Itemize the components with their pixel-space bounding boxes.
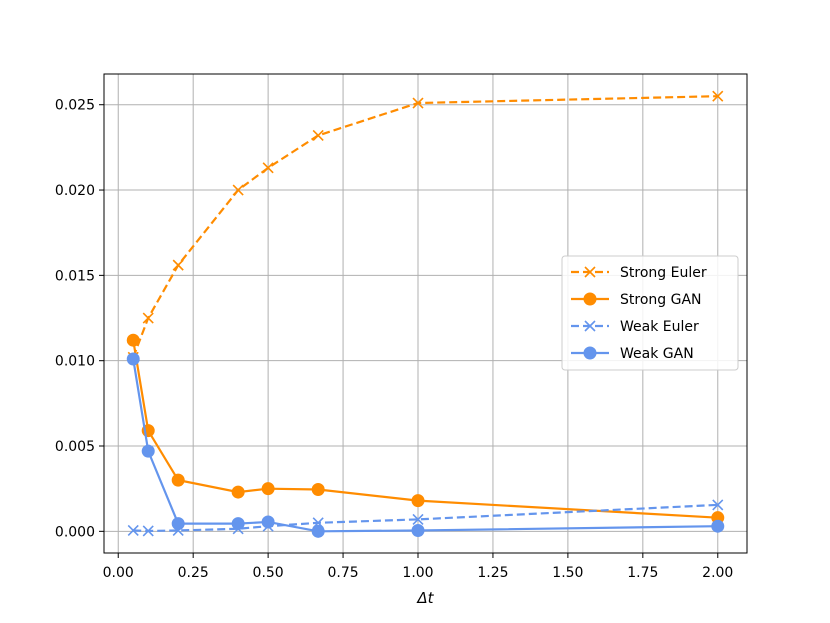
legend-item-strong-gan: Strong GAN: [571, 292, 702, 308]
data-point-weak-gan: [711, 519, 725, 533]
series-line-weak-euler: [133, 503, 718, 533]
x-tick-label: 1.25: [477, 565, 508, 581]
data-point-strong-euler: [262, 162, 274, 174]
data-point-weak-euler: [712, 499, 724, 511]
y-tick-label: 0.005: [55, 439, 95, 455]
data-point-weak-gan: [141, 444, 155, 458]
x-tick-label: 1.50: [552, 565, 583, 581]
data-point-weak-gan: [311, 524, 325, 538]
y-tick-label: 0.025: [55, 98, 95, 114]
legend-label: Strong Euler: [620, 265, 707, 281]
y-tick-label: 0.000: [55, 524, 95, 540]
x-axis-title: Δt: [416, 589, 434, 607]
x-tick-label: 1.00: [402, 565, 433, 581]
legend: Strong Euler Strong GAN Weak Euler Weak GAN: [561, 255, 739, 371]
legend-item-strong-euler: Strong Euler: [571, 265, 707, 281]
data-point-weak-gan: [261, 515, 275, 529]
legend-label: Weak Euler: [620, 319, 699, 335]
ticks: 0.00 0.25 0.50 0.75 1.00 1.25 1.50 1.75 2.00 0.00…: [55, 98, 733, 581]
series-strong-gan: [126, 333, 725, 525]
x-tick-label: 2.00: [702, 565, 733, 581]
legend-box: [561, 255, 739, 371]
data-point-weak-euler: [412, 513, 424, 525]
legend-item-weak-euler: Weak Euler: [571, 319, 699, 335]
legend-marker: [583, 292, 597, 306]
series-line-strong-gan: [132, 340, 718, 519]
y-tick-label: 0.020: [55, 183, 95, 199]
series-line-strong-euler: [132, 95, 718, 358]
data-point-strong-gan: [231, 485, 245, 499]
data-point-strong-gan: [171, 473, 185, 487]
data-point-weak-gan: [171, 517, 185, 531]
data-point-strong-euler: [172, 259, 184, 271]
data-point-strong-euler: [312, 129, 324, 141]
data-point-weak-gan: [126, 352, 140, 366]
legend-item-weak-gan: Weak GAN: [571, 346, 694, 362]
y-tick-label: 0.010: [55, 354, 95, 370]
legend-label: Weak GAN: [620, 346, 694, 362]
series-line-weak-gan: [132, 358, 718, 533]
x-tick-label: 0.75: [327, 565, 358, 581]
data-point-weak-gan: [411, 523, 425, 537]
legend-label: Strong GAN: [620, 292, 702, 308]
series-layer: [126, 90, 725, 538]
x-tick-label: 0.50: [253, 565, 284, 581]
series-weak-gan: [126, 352, 725, 538]
data-point-weak-gan: [231, 517, 245, 531]
data-point-strong-gan: [311, 483, 325, 497]
y-tick-label: 0.015: [55, 268, 95, 284]
data-point-strong-euler: [232, 184, 244, 196]
legend-marker: [584, 266, 596, 278]
data-point-strong-gan: [261, 482, 275, 496]
data-point-strong-gan: [411, 494, 425, 508]
data-point-strong-gan: [126, 333, 140, 347]
data-point-strong-euler: [712, 90, 724, 102]
legend-marker: [584, 320, 596, 332]
data-point-strong-euler: [142, 312, 154, 324]
x-tick-label: 0.00: [103, 565, 134, 581]
plot-frame: [103, 73, 748, 554]
data-point-weak-euler: [142, 525, 154, 537]
legend-marker: [583, 346, 597, 360]
data-point-strong-euler: [412, 97, 424, 109]
x-tick-label: 0.25: [178, 565, 209, 581]
x-tick-label: 1.75: [627, 565, 658, 581]
data-point-weak-euler: [127, 524, 139, 537]
